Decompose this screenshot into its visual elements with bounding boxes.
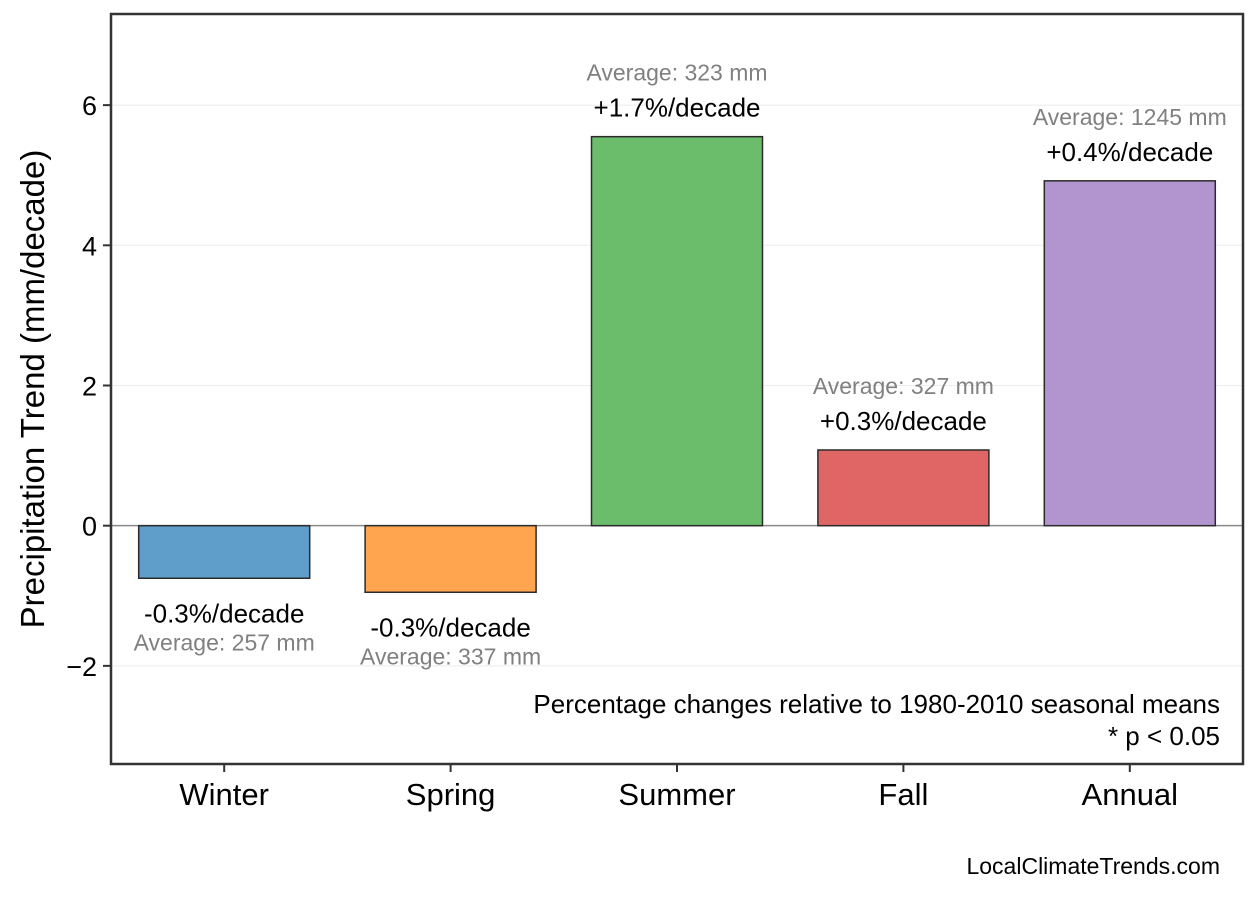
average-label-winter: Average: 257 mm [134, 629, 315, 655]
x-tick-label-winter: Winter [179, 777, 269, 812]
bar-fall [817, 449, 990, 527]
annotation-percentage-note: Percentage changes relative to 1980-2010… [533, 689, 1220, 719]
plot-frame [109, 12, 1245, 766]
x-axis-ticks: Winter Spring Summer Fall Annual [179, 764, 1178, 812]
y-axis-ticks: −2 0 2 4 6 [66, 91, 111, 682]
trend-label-winter: -0.3%/decade [144, 598, 304, 628]
x-tick-label-spring: Spring [406, 777, 496, 812]
bar-summer [590, 135, 764, 527]
trend-label-spring: -0.3%/decade [370, 612, 530, 642]
source-credit: LocalClimateTrends.com [966, 853, 1220, 879]
average-label-spring: Average: 337 mm [360, 643, 541, 669]
x-tick-label-annual: Annual [1082, 777, 1179, 812]
average-label-annual: Average: 1245 mm [1033, 104, 1227, 130]
bars-layer [137, 135, 1217, 594]
y-tick-label: 2 [82, 371, 97, 401]
trend-label-fall: +0.3%/decade [820, 406, 987, 436]
bar-winter [137, 524, 311, 580]
y-tick-label: 6 [82, 91, 97, 121]
bar-spring [364, 524, 537, 594]
trend-label-annual: +0.4%/decade [1046, 137, 1213, 167]
average-label-summer: Average: 323 mm [586, 60, 767, 86]
y-tick-label: 0 [82, 512, 97, 542]
annotation-significance-note: * p < 0.05 [1108, 721, 1220, 751]
x-tick-label-summer: Summer [618, 777, 735, 812]
x-tick-label-fall: Fall [878, 777, 928, 812]
y-tick-label: −2 [66, 652, 97, 682]
trend-label-summer: +1.7%/decade [594, 93, 761, 123]
y-axis-label: Precipitation Trend (mm/decade) [14, 150, 51, 629]
y-tick-label: 4 [82, 231, 97, 261]
average-label-fall: Average: 327 mm [813, 373, 994, 399]
bar-annual [1043, 180, 1217, 527]
